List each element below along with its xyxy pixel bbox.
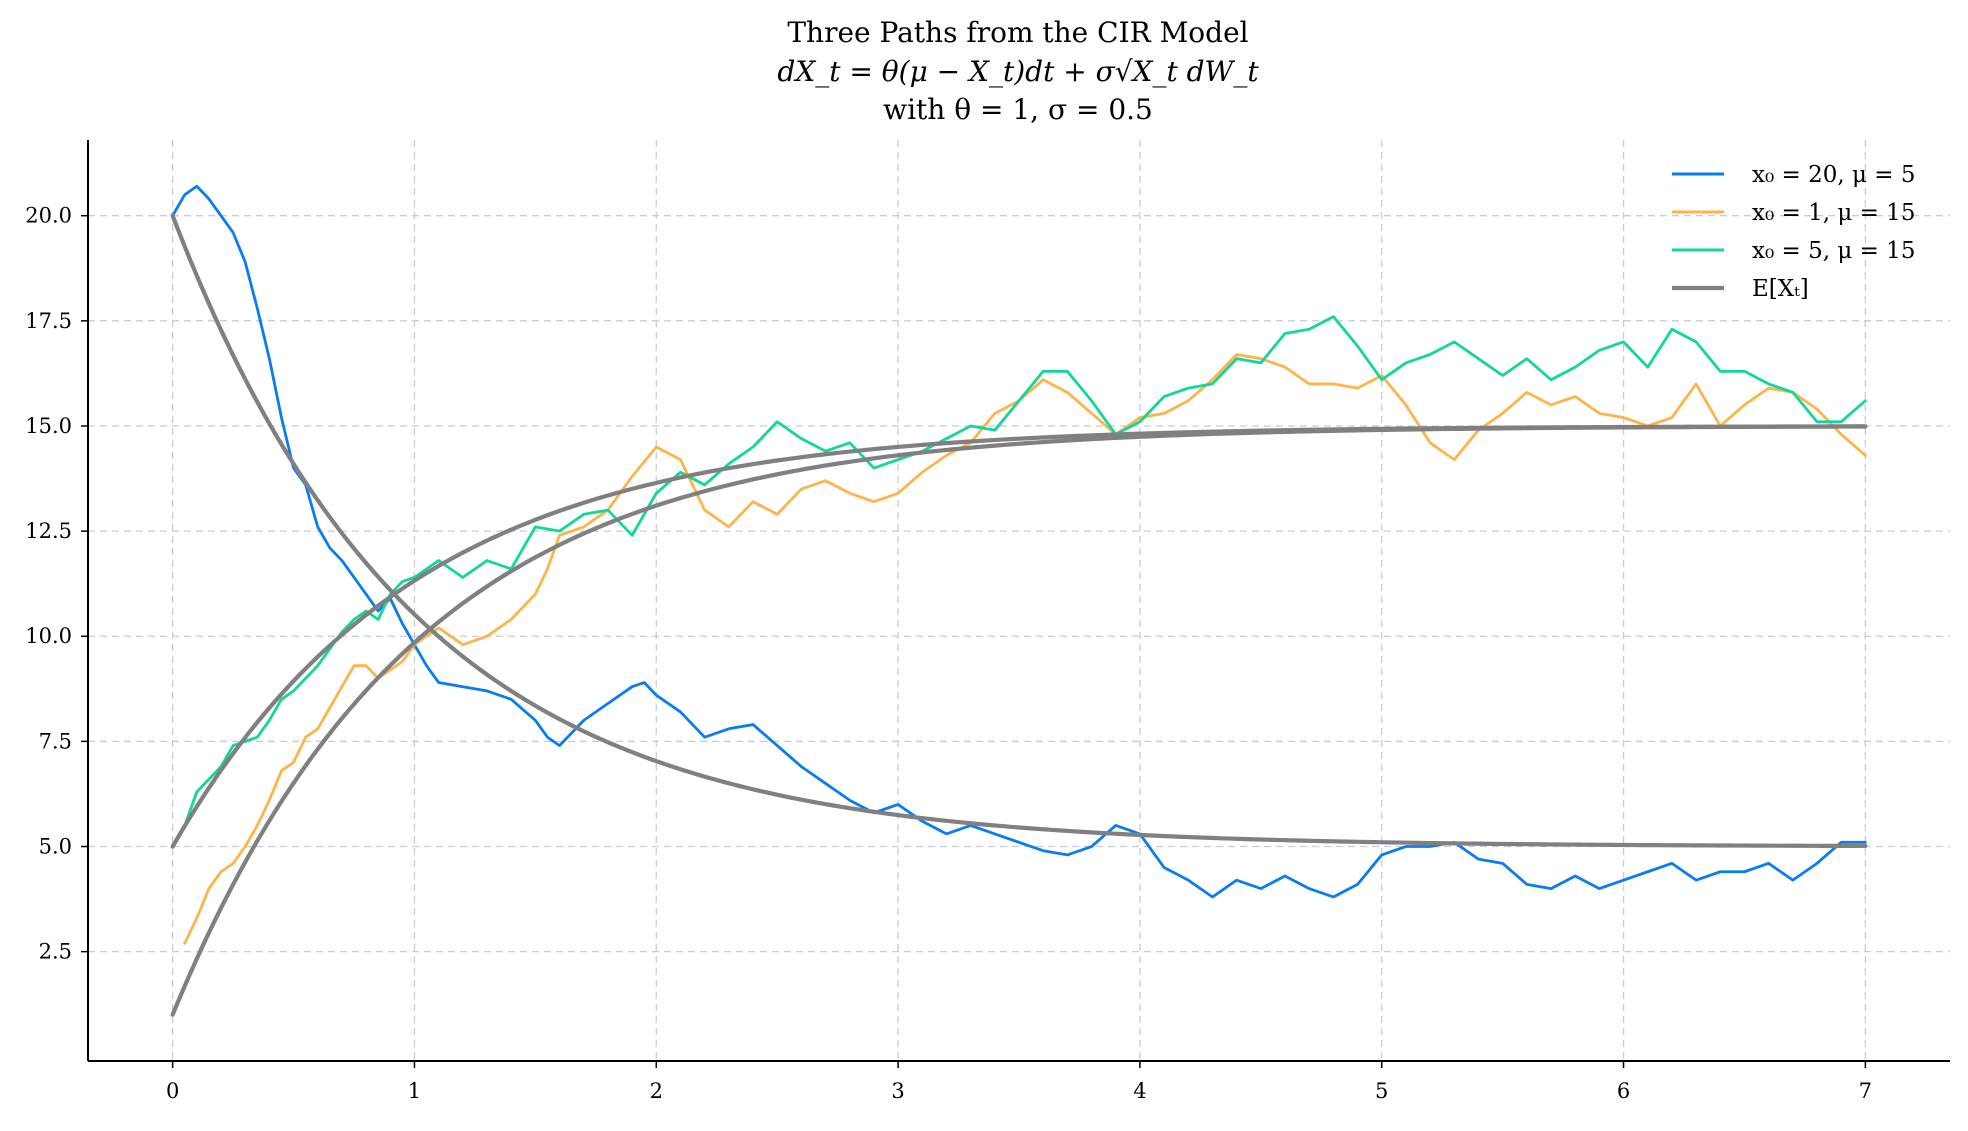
series-layer: [170, 184, 1868, 1017]
expectation-curve: [170, 424, 1868, 849]
x-tick-label: 1: [408, 1079, 421, 1103]
legend-label: x₀ = 1, μ = 15: [1752, 200, 1915, 226]
legend-label: x₀ = 20, μ = 5: [1752, 162, 1915, 188]
expectation-curve: [170, 424, 1868, 1017]
y-tick-label: 15.0: [25, 414, 72, 438]
y-tick-label: 12.5: [25, 519, 72, 543]
x-tick-label: 4: [1133, 1079, 1146, 1103]
expectation-curve: [170, 213, 1868, 849]
legend-label: E[Xₜ]: [1752, 276, 1809, 302]
legend-label: x₀ = 5, μ = 15: [1752, 238, 1915, 264]
chart-subtitle-parameters: with θ = 1, σ = 0.5: [883, 93, 1153, 126]
chart-subtitle-equation: dX_t = θ(μ − X_t)dt + σ√X_t dW_t: [777, 55, 1259, 88]
y-tick-label: 20.0: [25, 204, 72, 228]
y-tick-label: 10.0: [25, 624, 72, 648]
series-line: [171, 315, 1867, 848]
grid-layer: [88, 140, 1950, 1061]
axis-layer: 0 1 2 3 4 5 6 7 2.5 5.0 7.5 10.0 12.5 15.0 17.5 20.0: [25, 140, 1950, 1103]
y-tick-label: 2.5: [39, 940, 72, 964]
y-tick-label: 7.5: [39, 729, 72, 753]
series-line: [183, 353, 1867, 945]
x-tick-label: 5: [1375, 1079, 1388, 1103]
x-tick-label: 3: [891, 1079, 904, 1103]
x-tick-label: 6: [1617, 1079, 1630, 1103]
x-tick-label: 0: [166, 1079, 179, 1103]
chart-title: Three Paths from the CIR Model: [787, 16, 1248, 49]
x-tick-label: 7: [1859, 1079, 1872, 1103]
legend: x₀ = 20, μ = 5 x₀ = 1, μ = 15 x₀ = 5, μ = …: [1672, 162, 1915, 302]
series-line: [171, 184, 1867, 899]
y-tick-label: 17.5: [25, 309, 72, 333]
y-tick-label: 5.0: [39, 835, 72, 859]
x-tick-label: 2: [650, 1079, 663, 1103]
